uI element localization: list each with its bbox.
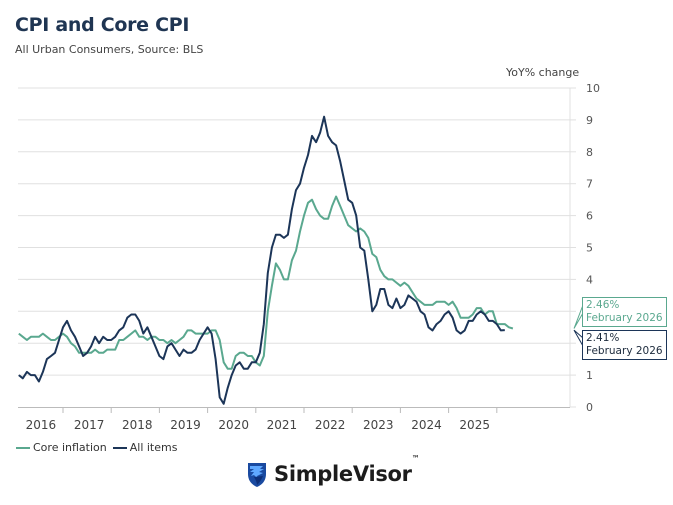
x-tick-label-2025: 2025 [459, 418, 490, 432]
legend: Core inflation All items [16, 441, 177, 454]
callout-pointer-callout-core [573, 304, 584, 329]
chart-subtitle: All Urban Consumers, Source: BLS [15, 43, 204, 56]
callout-core-inflation: 2.46% February 2026 [582, 297, 667, 327]
simplevisor-logo: SimpleVisor™ [246, 454, 420, 488]
x-tick-label-2017: 2017 [74, 418, 105, 432]
callout-pointers [573, 304, 584, 347]
callout-all-value: 2.41% [586, 332, 620, 344]
eagle-shield-icon [248, 463, 266, 487]
x-tick-label-2016: 2016 [26, 418, 57, 432]
x-tick-label-2019: 2019 [170, 418, 201, 432]
series-lines [18, 115, 514, 405]
legend-swatch-core [16, 446, 30, 449]
y-axis-label: YoY% change [506, 66, 580, 79]
y-tick-label-1: 1 [586, 369, 593, 382]
y-tick-label-4: 4 [586, 273, 593, 286]
x-tick-label-2023: 2023 [363, 418, 394, 432]
series-line-all-items [18, 115, 505, 405]
callout-core-value: 2.46% [586, 299, 620, 311]
y-tick-label-0: 0 [586, 401, 593, 414]
brand-trademark: ™ [411, 454, 420, 463]
y-tick-label-7: 7 [586, 178, 593, 191]
legend-item-core-inflation[interactable]: Core inflation [16, 441, 107, 454]
y-tick-label-9: 9 [586, 114, 593, 127]
x-axis: 2016 2017 2018 2019 2020 2021 2022 2023 2024 2025 [18, 407, 570, 432]
series-line-core-inflation [18, 195, 514, 370]
brand-name-text: SimpleVisor [274, 462, 412, 486]
y-tick-label-8: 8 [586, 146, 593, 159]
y-tick-label-10: 10 [586, 82, 600, 95]
callout-core-date: February 2026 [586, 312, 663, 324]
gridlines [18, 87, 571, 407]
brand-name: SimpleVisor™ [274, 454, 420, 486]
x-tick-label-2024: 2024 [411, 418, 442, 432]
chart-title: CPI and Core CPI [15, 14, 190, 36]
legend-swatch-all [112, 446, 127, 449]
legend-label-all: All items [129, 441, 178, 454]
x-tick-label-2021: 2021 [267, 418, 298, 432]
y-axis-ticks: 012345678910 [570, 82, 600, 414]
legend-label-core: Core inflation [33, 441, 107, 454]
callout-all-items: 2.41% February 2026 [582, 330, 667, 360]
y-tick-label-5: 5 [586, 242, 593, 255]
y-tick-label-6: 6 [586, 210, 593, 223]
callout-all-date: February 2026 [586, 345, 663, 357]
x-tick-label-2022: 2022 [315, 418, 346, 432]
x-tick-label-2018: 2018 [122, 418, 153, 432]
legend-item-all-items[interactable]: All items [112, 441, 178, 454]
callout-pointer-callout-all [573, 329, 584, 347]
x-tick-label-2020: 2020 [218, 418, 249, 432]
